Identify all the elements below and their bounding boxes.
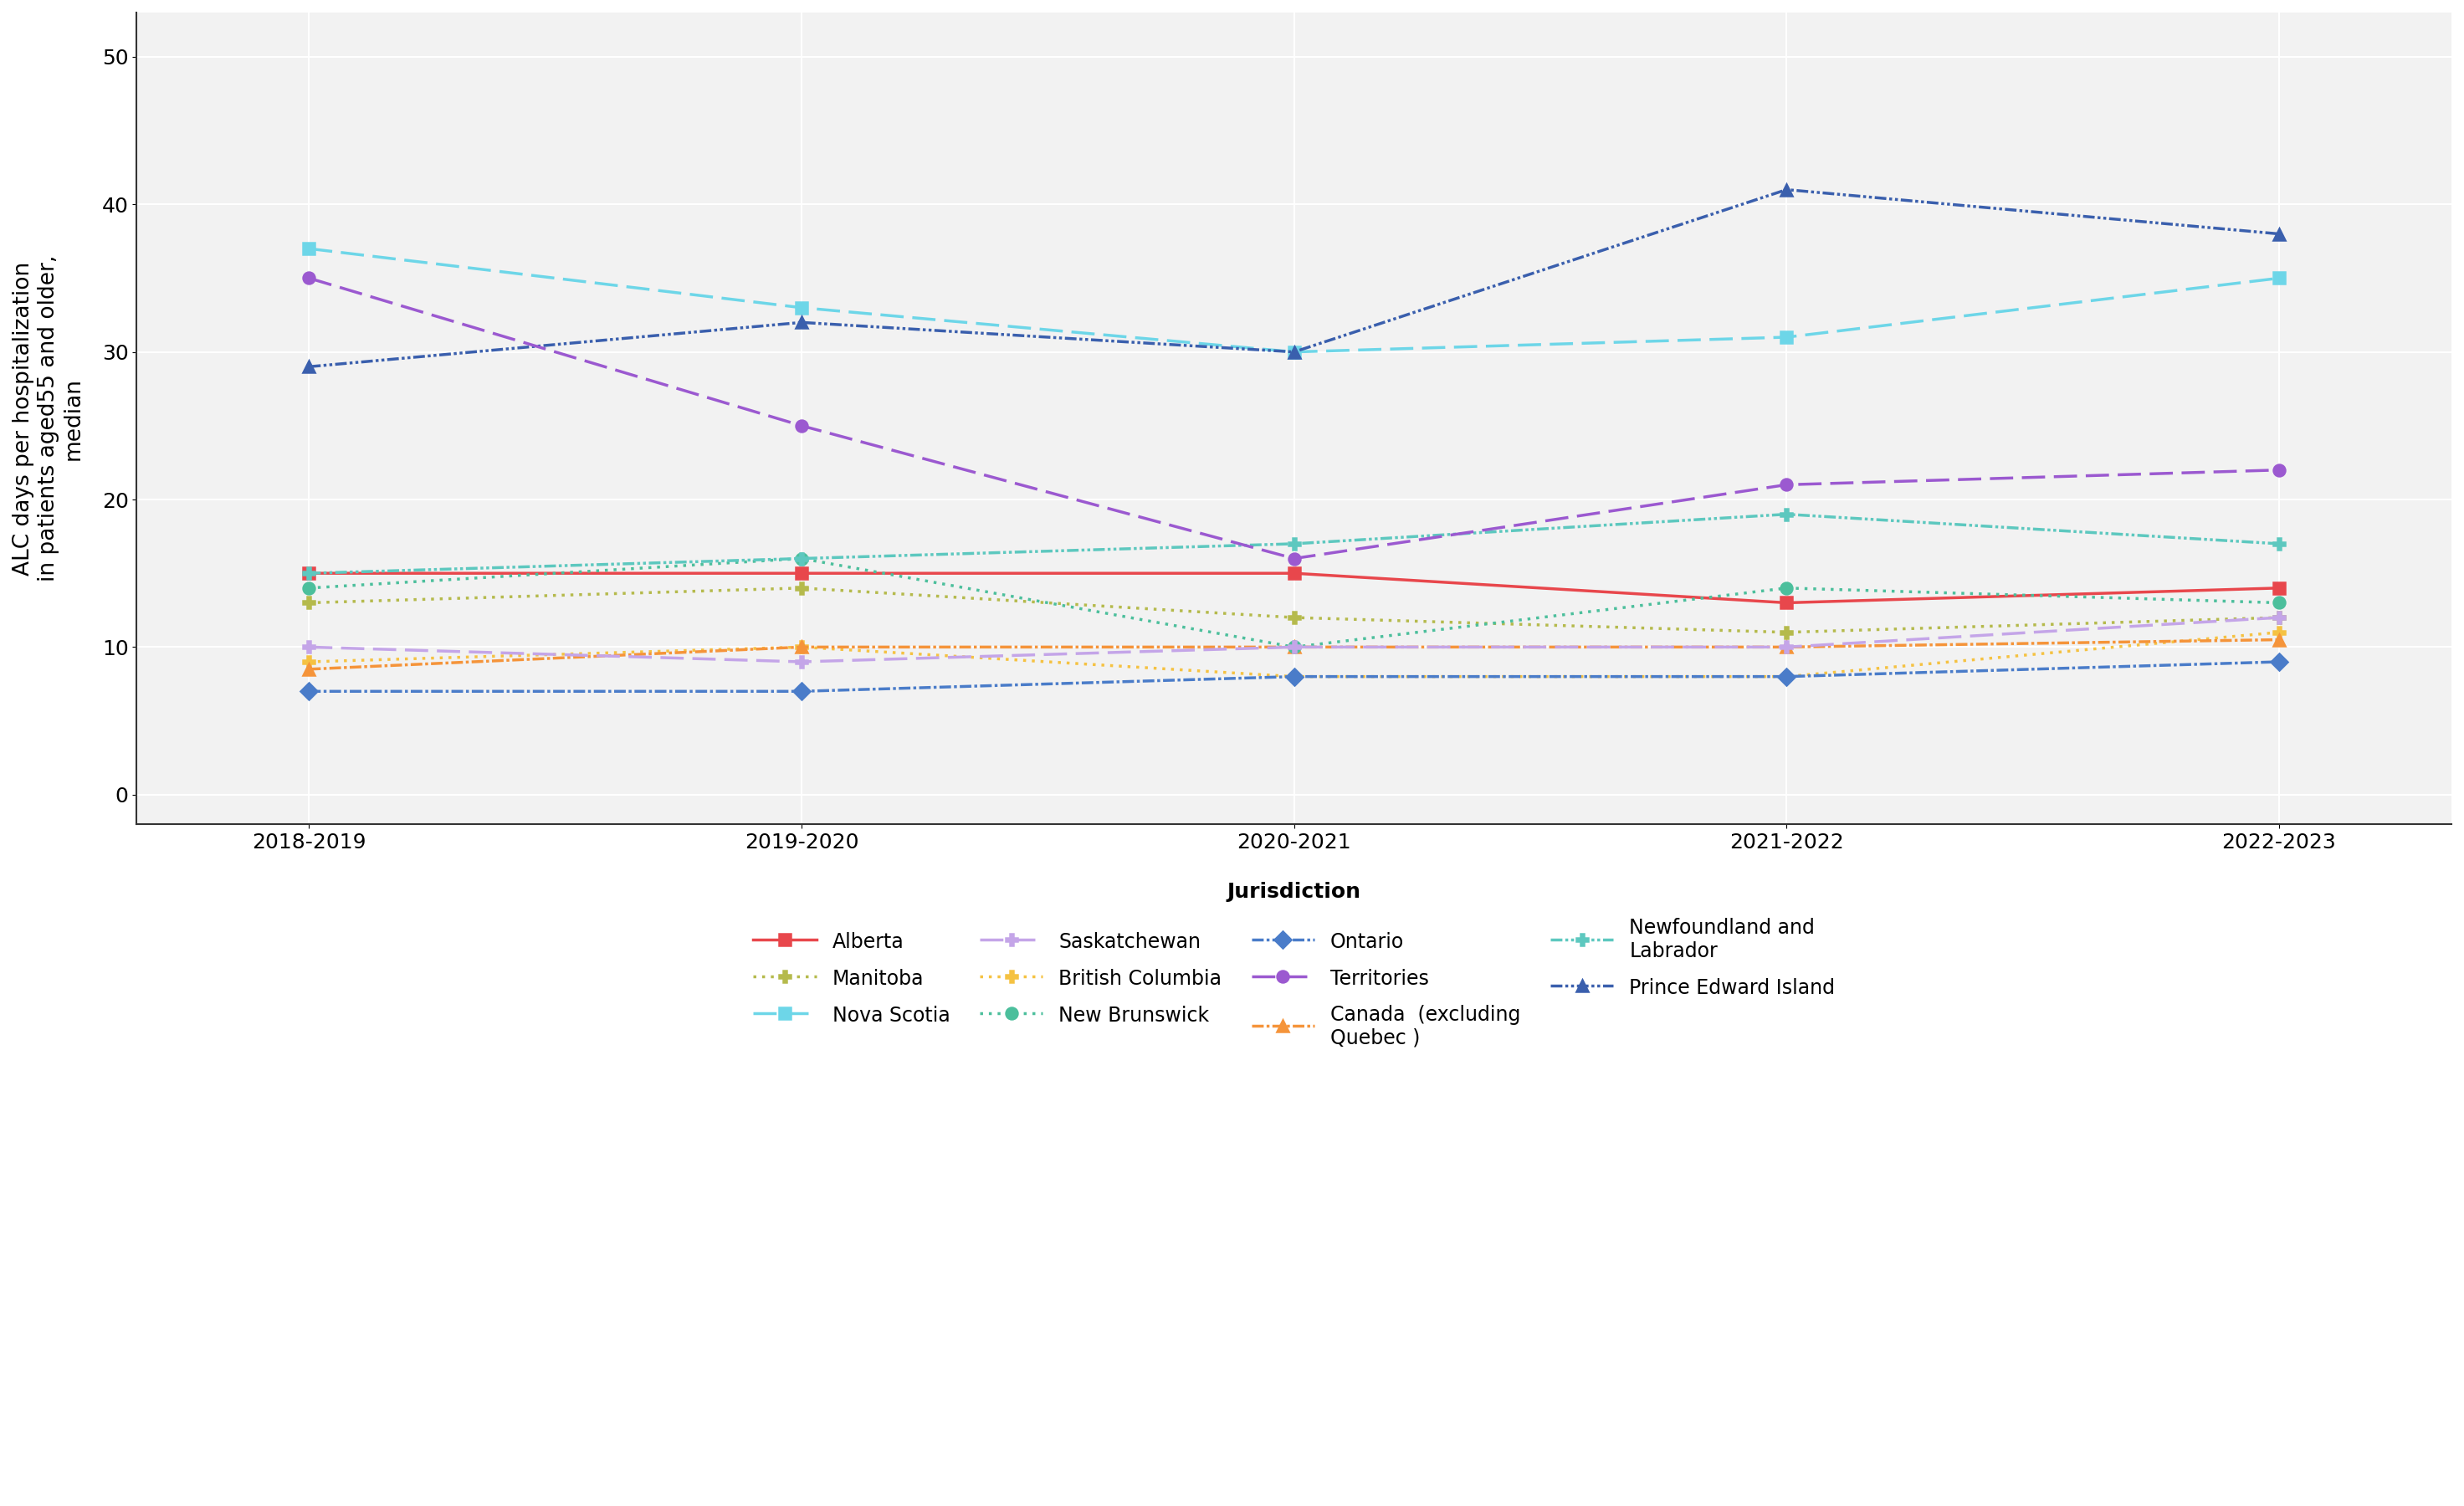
Line: Saskatchewan: Saskatchewan (303, 611, 2284, 667)
Territories (1772, 476, 1801, 494)
Canada  (excluding
Quebec ) (293, 660, 323, 678)
New Brunswick (1772, 578, 1801, 596)
New Brunswick (2264, 593, 2294, 611)
British Columbia (293, 652, 323, 670)
British Columbia (2264, 623, 2294, 642)
Newfoundland and
Labrador (1772, 505, 1801, 523)
Line: Territories: Territories (303, 273, 2284, 565)
Line: British Columbia: British Columbia (303, 626, 2284, 682)
Line: Prince Edward Island: Prince Edward Island (303, 184, 2284, 372)
Ontario (786, 682, 816, 700)
Canada  (excluding
Quebec ) (1772, 639, 1801, 657)
Nova Scotia (786, 298, 816, 316)
Newfoundland and
Labrador (786, 550, 816, 568)
British Columbia (1279, 667, 1308, 685)
Line: Newfoundland and
Labrador: Newfoundland and Labrador (303, 509, 2284, 580)
Saskatchewan (1279, 639, 1308, 657)
Newfoundland and
Labrador (1279, 535, 1308, 553)
Manitoba (1772, 623, 1801, 642)
Line: Alberta: Alberta (303, 568, 2284, 608)
Prince Edward Island (786, 313, 816, 331)
Manitoba (2264, 608, 2294, 626)
Alberta (1772, 593, 1801, 611)
Ontario (1772, 667, 1801, 685)
Saskatchewan (293, 639, 323, 657)
Line: Ontario: Ontario (303, 657, 2284, 697)
Manitoba (293, 593, 323, 611)
Nova Scotia (1772, 328, 1801, 346)
Ontario (2264, 652, 2294, 670)
Newfoundland and
Labrador (2264, 535, 2294, 553)
Prince Edward Island (1279, 343, 1308, 361)
Prince Edward Island (1772, 181, 1801, 199)
Saskatchewan (1772, 639, 1801, 657)
Newfoundland and
Labrador (293, 565, 323, 583)
Alberta (2264, 578, 2294, 596)
Alberta (293, 565, 323, 583)
Prince Edward Island (293, 357, 323, 375)
Line: Nova Scotia: Nova Scotia (303, 242, 2284, 358)
Nova Scotia (293, 239, 323, 258)
Alberta (786, 565, 816, 583)
Manitoba (786, 578, 816, 596)
Alberta (1279, 565, 1308, 583)
Y-axis label: ALC days per hospitalization
in patients aged55 and older,
median: ALC days per hospitalization in patients… (12, 255, 84, 581)
British Columbia (786, 639, 816, 657)
Nova Scotia (1279, 343, 1308, 361)
Ontario (293, 682, 323, 700)
British Columbia (1772, 667, 1801, 685)
Saskatchewan (2264, 608, 2294, 626)
Legend: Alberta, Manitoba, Nova Scotia, Saskatchewan, British Columbia, New Brunswick, O: Alberta, Manitoba, Nova Scotia, Saskatch… (744, 872, 1846, 1057)
Territories (293, 270, 323, 288)
Prince Edward Island (2264, 224, 2294, 242)
Canada  (excluding
Quebec ) (1279, 639, 1308, 657)
Manitoba (1279, 608, 1308, 626)
New Brunswick (1279, 639, 1308, 657)
Canada  (excluding
Quebec ) (786, 639, 816, 657)
Line: Canada  (excluding
Quebec ): Canada (excluding Quebec ) (303, 634, 2284, 675)
Canada  (excluding
Quebec ) (2264, 631, 2294, 649)
Saskatchewan (786, 652, 816, 670)
Line: New Brunswick: New Brunswick (303, 553, 2284, 654)
New Brunswick (786, 550, 816, 568)
New Brunswick (293, 578, 323, 596)
Territories (2264, 461, 2294, 479)
Ontario (1279, 667, 1308, 685)
Nova Scotia (2264, 270, 2294, 288)
Territories (786, 417, 816, 435)
Territories (1279, 550, 1308, 568)
Line: Manitoba: Manitoba (303, 583, 2284, 639)
